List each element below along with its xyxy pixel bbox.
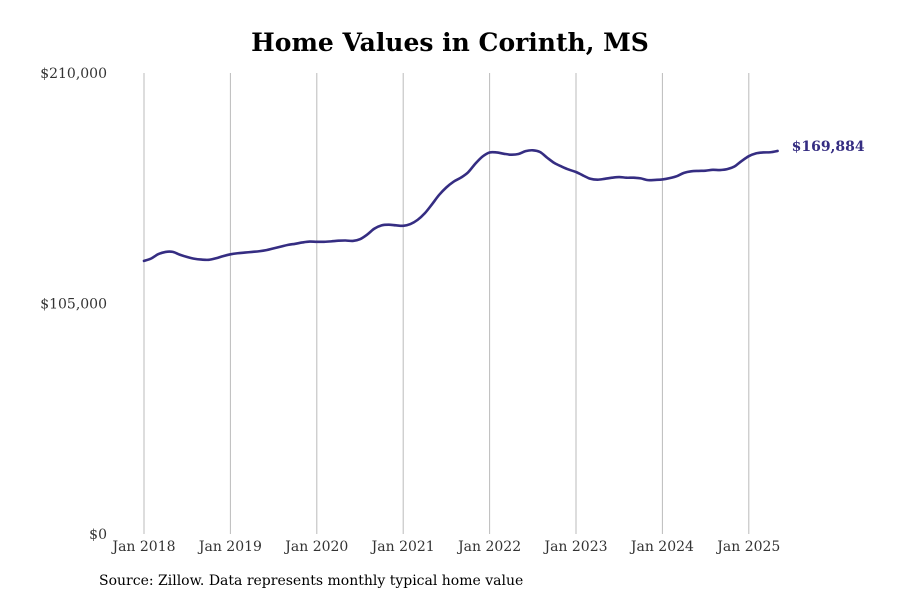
x-tick-label: Jan 2018 (110, 539, 175, 555)
x-tick-label: Jan 2024 (629, 539, 694, 555)
y-axis-ticks: $0 $105,000 $210,000 (40, 66, 107, 543)
chart-title: Home Values in Corinth, MS (251, 28, 649, 57)
x-axis-ticks: Jan 2018 Jan 2019 Jan 2020 Jan 2021 Jan 2022… (110, 539, 780, 555)
x-tick-label: Jan 2021 (370, 539, 435, 555)
x-tick-label: Jan 2025 (715, 539, 780, 555)
end-value-label: $169,884 (792, 139, 865, 155)
series-line (142, 148, 779, 263)
x-tick-label: Jan 2020 (283, 539, 348, 555)
y-tick-label: $0 (89, 527, 107, 543)
grid-lines (143, 73, 750, 534)
x-tick-label: Jan 2023 (542, 539, 607, 555)
source-note: Source: Zillow. Data represents monthly … (99, 573, 524, 589)
data-labels: $169,884 (792, 139, 865, 155)
x-tick-label: Jan 2022 (456, 539, 521, 555)
x-tick-label: Jan 2019 (197, 539, 262, 555)
y-tick-label: $105,000 (40, 297, 107, 313)
y-tick-label: $210,000 (40, 66, 107, 82)
series-layer (142, 148, 779, 263)
